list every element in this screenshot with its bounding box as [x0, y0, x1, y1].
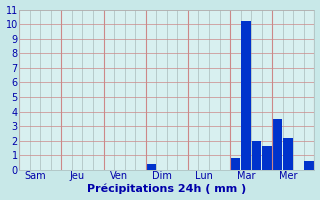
Bar	[252, 141, 261, 170]
Bar	[241, 21, 251, 170]
Bar	[273, 119, 282, 170]
Bar	[304, 161, 314, 170]
Bar	[262, 146, 272, 170]
X-axis label: Précipitations 24h ( mm ): Précipitations 24h ( mm )	[87, 184, 246, 194]
Bar	[231, 158, 240, 170]
Bar	[146, 164, 156, 170]
Bar	[283, 138, 293, 170]
